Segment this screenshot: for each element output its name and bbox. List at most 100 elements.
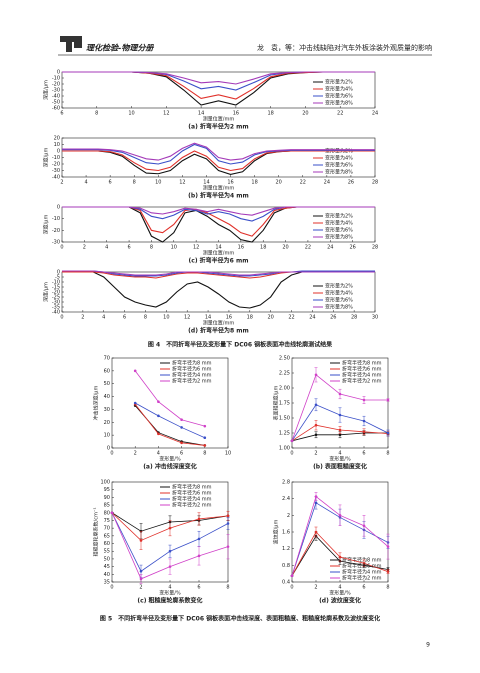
x-tick-label: 4 (102, 315, 105, 321)
series-line (62, 142, 375, 161)
x-tick-label: 18 (267, 111, 273, 117)
x-tick-label: 20 (267, 315, 273, 321)
x-tick-label: 8 (144, 315, 147, 321)
series-line (62, 150, 375, 172)
legend-label: 折弯半径为6 mm (342, 563, 382, 570)
x-tick-label: 20 (282, 245, 288, 251)
legend-label: 变形量为8% (325, 304, 353, 311)
data-point (290, 574, 294, 578)
y-tick-label: -20 (52, 162, 60, 168)
x-tick-label: 14 (215, 245, 221, 251)
data-point (180, 426, 183, 429)
data-point (139, 577, 143, 581)
data-point (314, 530, 318, 534)
subcaption: (b) 表面粗糙度变化 (313, 463, 367, 471)
y-tick-label: -5 (55, 275, 60, 281)
y-tick-label: 0.4 (282, 580, 290, 586)
subcaption: (c) 粗糙度轮廓系数变化 (137, 597, 202, 605)
subcaption: (c) 折弯半径为6 mm (189, 257, 249, 265)
y-tick-label: 0 (57, 270, 60, 276)
series-line (135, 402, 205, 439)
y-tick-label: 55 (104, 549, 110, 555)
y-tick-label: 0 (107, 446, 110, 452)
x-tick-label: 2 (314, 451, 317, 457)
data-point (197, 537, 201, 541)
y-axis-label: 表面粗糙度/μm (273, 386, 280, 421)
x-tick-label: 2 (60, 180, 63, 186)
y-tick-label: 60 (104, 368, 110, 374)
x-tick-label: 8 (133, 180, 136, 186)
x-tick-label: 6 (362, 451, 365, 457)
data-point (338, 433, 342, 437)
data-point (226, 514, 230, 518)
x-tick-label: 10 (155, 180, 161, 186)
x-tick-label: 22 (300, 180, 306, 186)
data-point (338, 413, 342, 417)
data-point (139, 569, 143, 573)
y-tick-label: 2 (287, 513, 290, 519)
y-tick-label: -60 (52, 106, 60, 112)
y-tick-label: -50 (52, 100, 60, 106)
legend-label: 折弯半径为6 mm (172, 490, 212, 497)
x-tick-label: 2 (83, 245, 86, 251)
data-point (197, 517, 201, 521)
legend-label: 折弯半径为8 mm (342, 360, 382, 367)
x-tick-label: 16 (238, 245, 244, 251)
x-tick-label: 18 (251, 180, 257, 186)
x-tick-label: 10 (225, 451, 231, 457)
legend-label: 折弯半径为4 mm (342, 372, 382, 379)
data-point (362, 419, 366, 423)
running-title: 龙 袁，等：冲击线缺陷对汽车外板涂装外观质量的影响 (257, 43, 432, 52)
y-axis-label: 深度/μm (43, 80, 50, 100)
y-tick-label: 1.2 (282, 546, 290, 552)
legend-label: 折弯半径为2 mm (172, 502, 212, 509)
series-line (62, 270, 375, 276)
y-axis-label: 深度/μm (43, 282, 50, 302)
series-line (134, 370, 205, 427)
x-tick-label: 8 (386, 451, 389, 457)
series-line (62, 206, 375, 216)
x-tick-label: 4 (168, 585, 171, 591)
y-tick-label: 75 (104, 518, 110, 524)
y-tick-label: -20 (52, 290, 60, 296)
x-axis-label: 变形量/% (329, 590, 351, 597)
data-point (338, 514, 342, 517)
y-tick-label: 10 (104, 433, 110, 439)
x-tick-label: 6 (197, 585, 200, 591)
x-tick-label: 8 (226, 585, 229, 591)
legend-label: 折弯半径为2 mm (342, 575, 382, 582)
data-point (110, 511, 114, 515)
y-tick-label: 0 (57, 70, 60, 76)
y-tick-label: -20 (52, 228, 60, 234)
x-tick-label: 6 (127, 245, 130, 251)
legend-label: 折弯半径为2 mm (342, 378, 382, 385)
x-tick-label: 24 (324, 180, 330, 186)
x-tick-label: 24 (372, 111, 378, 117)
data-point (314, 495, 318, 498)
legend-label: 变形量为8% (325, 234, 353, 241)
y-tick-label: 80 (104, 510, 110, 516)
y-tick-label: 70 (104, 526, 110, 532)
x-tick-label: 10 (128, 111, 134, 117)
y-tick-label: 45 (104, 564, 110, 570)
x-tick-label: 18 (247, 315, 253, 321)
subcaption: (d) 波纹度变化 (319, 597, 361, 605)
y-tick-label: 100 (100, 480, 110, 486)
x-tick-label: 4 (105, 245, 108, 251)
x-tick-label: 18 (260, 245, 266, 251)
x-tick-label: 4 (84, 180, 87, 186)
series-line (134, 404, 205, 446)
data-point (338, 555, 342, 559)
x-tick-label: 24 (327, 245, 333, 251)
x-axis-label: 变形量/% (329, 456, 351, 463)
legend-label: 变形量为4% (325, 86, 353, 93)
legend-label: 折弯半径为4 mm (172, 372, 212, 379)
x-tick-label: 28 (372, 245, 378, 251)
y-tick-label: -10 (52, 155, 60, 161)
data-point (338, 392, 342, 396)
data-point (290, 439, 294, 443)
legend-label: 变形量为8% (325, 100, 353, 107)
y-tick-label: 2.4 (282, 496, 290, 502)
x-tick-label: 12 (184, 315, 190, 321)
